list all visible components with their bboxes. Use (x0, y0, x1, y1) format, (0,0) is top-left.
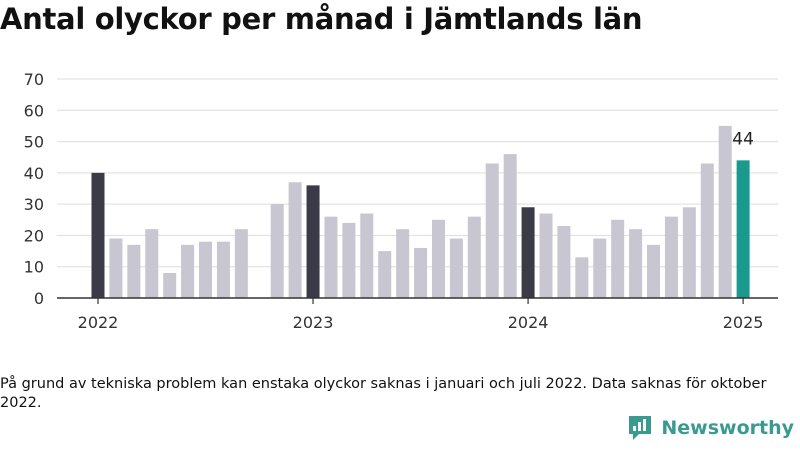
bar (127, 244, 141, 298)
bar (539, 213, 553, 298)
bar (306, 185, 320, 298)
bars (91, 125, 750, 298)
brand-name: Newsworthy (661, 417, 794, 439)
data-labels: 44 (732, 129, 754, 149)
bar (91, 172, 105, 298)
bar (629, 229, 643, 298)
bar (431, 219, 445, 298)
x-tick-label: 2025 (723, 313, 764, 332)
bar (593, 238, 607, 298)
y-tick-label: 20 (24, 226, 44, 245)
y-tick-label: 40 (24, 164, 44, 183)
x-tick-label: 2024 (508, 313, 549, 332)
bar (199, 241, 213, 298)
chart-title: Antal olyckor per månad i Jämtlands län (0, 2, 643, 36)
bar (557, 226, 571, 298)
bar-chart: 0 10 20 30 40 50 60 70 2022 2023 2024 2025 44 (24, 70, 778, 332)
bar (396, 229, 410, 298)
y-tick-label: 0 (34, 289, 44, 308)
footnote: På grund av tekniska problem kan enstaka… (0, 376, 767, 411)
bar (109, 238, 123, 298)
brand: Newsworthy (627, 414, 794, 442)
bar (485, 163, 499, 298)
bar (181, 244, 195, 298)
bar (342, 222, 356, 298)
bar (700, 163, 714, 298)
bar (324, 216, 338, 298)
bar (611, 219, 625, 298)
x-tick-label: 2022 (78, 313, 119, 332)
gridlines (57, 78, 778, 268)
bar (682, 207, 696, 298)
bar (664, 216, 678, 298)
x-tick-label: 2023 (293, 313, 334, 332)
bar (145, 229, 159, 298)
y-tick-label: 50 (24, 133, 44, 152)
bar (718, 125, 732, 298)
bar (163, 272, 177, 298)
y-tick-label: 60 (24, 101, 44, 120)
bar (270, 204, 284, 298)
bar (647, 244, 661, 298)
bar (378, 251, 392, 298)
bar (288, 182, 302, 298)
bar (414, 247, 428, 298)
bar (521, 207, 535, 298)
bar (216, 241, 230, 298)
bar (360, 213, 374, 298)
y-tick-label: 70 (24, 70, 44, 89)
bar (503, 154, 517, 298)
data-label: 44 (732, 129, 754, 149)
x-axis: 2022 2023 2024 2025 (57, 297, 778, 332)
y-tick-label: 10 (24, 258, 44, 277)
y-axis-ticks: 0 10 20 30 40 50 60 70 (24, 70, 44, 308)
bar (467, 216, 481, 298)
newsworthy-logo-icon (629, 416, 652, 440)
y-tick-label: 30 (24, 195, 44, 214)
bar (736, 160, 750, 298)
bar (449, 238, 463, 298)
bar (575, 257, 589, 298)
bar (234, 229, 248, 298)
